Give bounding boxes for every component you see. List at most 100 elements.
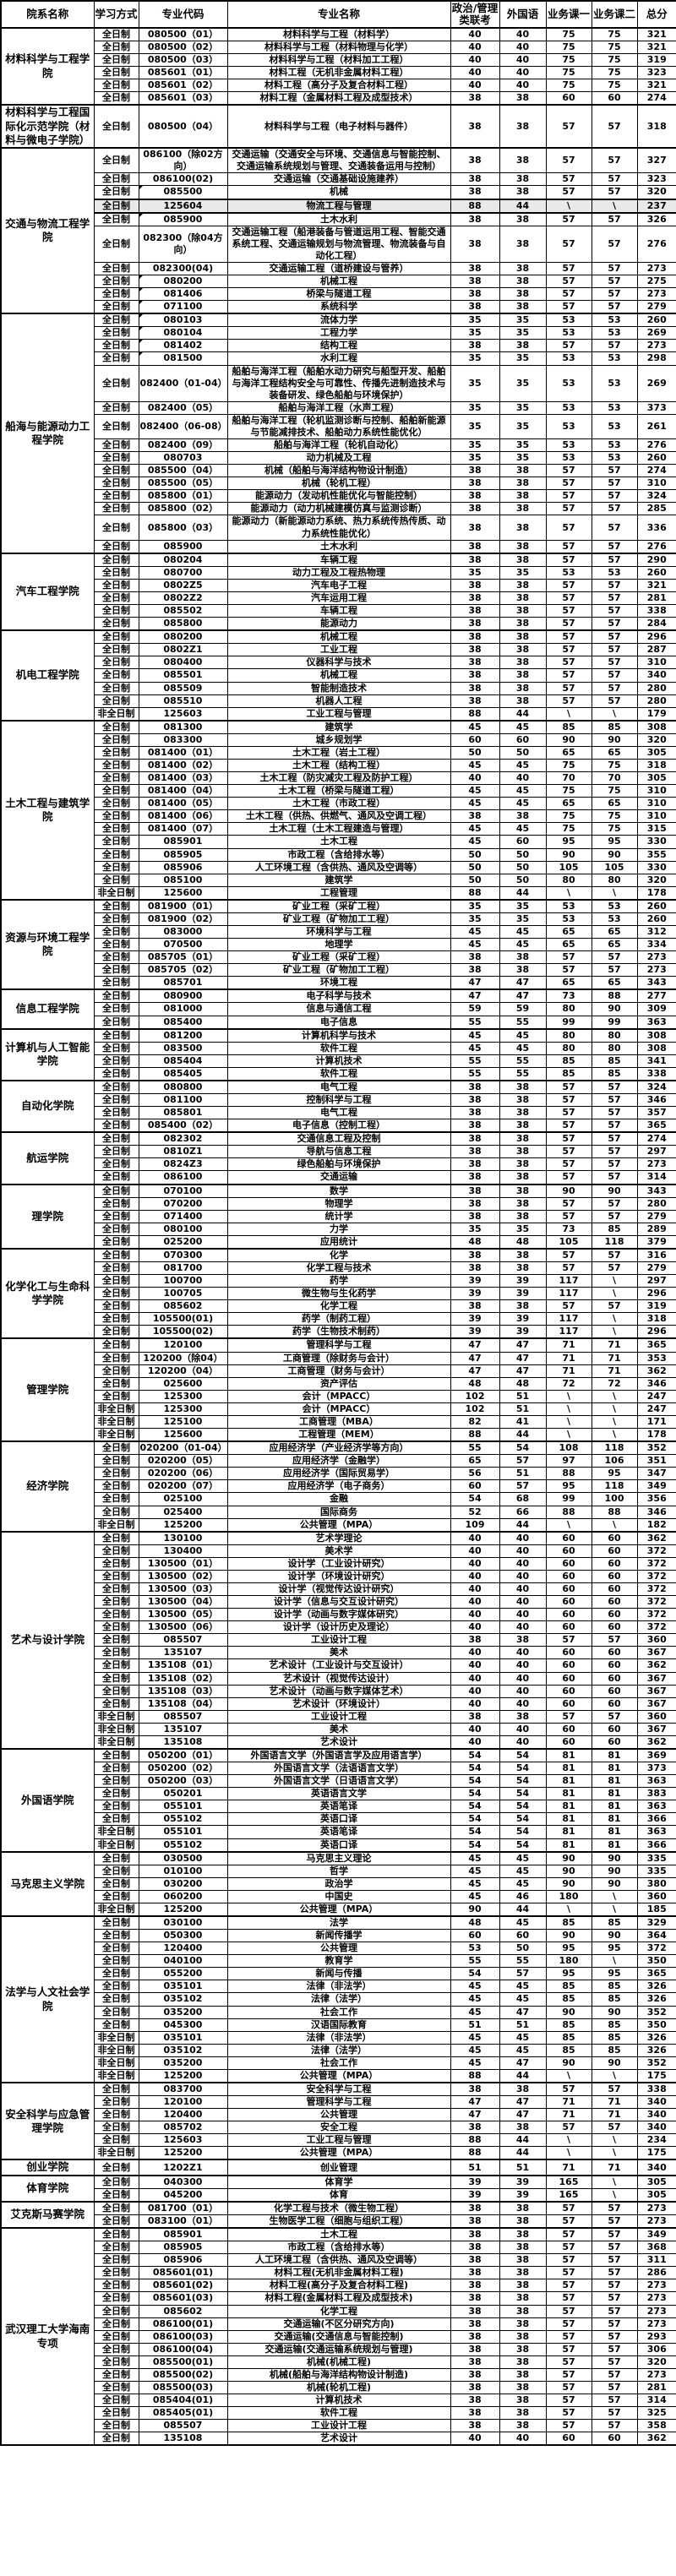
study-mode-cell: 全日制 [93,1337,139,1353]
course1-score-cell: 81 [545,1825,592,1839]
major-name-cell: 管理科学与工程 [226,2095,451,2110]
study-mode-cell: 全日制 [93,2187,139,2203]
course1-score-cell: 105 [545,860,592,874]
table-row: 全日制 085702 安全工程 38 38 57 57 340 [1,2121,676,2135]
course2-score-cell: 57 [591,1209,638,1223]
major-name-cell: 应用经济学（产业经济学等方向） [226,1440,451,1456]
major-name-cell: 统计学 [226,1209,451,1223]
major-name-cell: 美术 [226,1646,451,1660]
politics-score-cell: 38 [450,515,500,541]
foreign-language-score-cell: 38 [499,2200,547,2215]
table-row: 全日制 105500(02) 药学（生物技术制药） 39 39 117 \ 296 [1,1325,676,1339]
study-mode-cell: 全日制 [93,1915,139,1931]
course2-score-cell: 57 [591,591,638,606]
politics-score-cell: 50 [450,745,500,760]
major-name-cell: 流体力学 [226,313,451,328]
course2-score-cell: 57 [591,2200,638,2215]
major-name-cell: 英语口译 [226,1838,451,1853]
major-code-cell: 035102 [138,2043,228,2057]
course1-score-cell: 75 [545,784,592,798]
major-name-cell: 公共管理（MPA） [226,1902,451,1917]
course1-score-cell: 85 [545,1980,592,1994]
table-row: 管理学院 全日制 120100 管理科学与工程 47 47 71 71 365 [0,1337,676,1442]
course1-score-cell: 95 [545,835,592,849]
table-row: 全日制 085509 智能制造技术 38 38 57 57 280 [1,681,676,695]
study-mode-cell: 全日制 [93,2355,139,2369]
table-row: 全日制 135108（02） 艺术设计（视觉传达设计） 40 40 60 60 367 [1,1671,676,1686]
foreign-language-score-cell: 38 [499,656,547,670]
major-name-cell: 控制科学与工程 [226,1092,451,1108]
course2-score-cell: 81 [591,1787,638,1801]
major-code-cell: 085906 [138,2253,228,2268]
study-mode-cell: 非全日制 [93,2146,139,2160]
politics-score-cell: 38 [450,2200,500,2215]
total-score-cell: 305 [636,2187,676,2203]
foreign-language-score-cell: 44 [499,1428,547,1442]
foreign-language-score-cell: 55 [499,1066,547,1081]
major-code-cell: 0802Z2 [138,591,228,606]
college-name-cell: 外国语学院 [0,1747,95,1853]
major-code-cell: 085500(02) [138,2367,228,2382]
politics-score-cell: 35 [450,326,500,340]
course2-score-cell: 118 [591,1234,638,1250]
table-row: 全日制 050200（03） 外国语言文学（日语语言文学） 54 54 81 81 363 [1,1774,676,1789]
table-row: 全日制 085601（03） 材料工程（金属材料工程及成型技术） 38 38 60 60 27… [1,91,676,106]
major-name-cell: 环境工程 [226,976,451,990]
course2-score-cell: 71 [591,1337,638,1353]
table-row: 全日制 086100(01) 交通运输(不区分研究方向) 38 38 57 57 273 [1,2317,676,2331]
foreign-language-score-cell: 38 [499,1145,547,1159]
major-name-cell: 电子信息（控制工程） [226,1119,451,1133]
major-code-cell: 100700 [138,1274,228,1288]
foreign-language-score-cell: 38 [499,617,547,631]
major-name-cell: 化学 [226,1247,451,1263]
major-name-cell: 计算机技术 [226,2394,451,2408]
politics-score-cell: 38 [450,2380,500,2395]
politics-score-cell: 54 [450,1838,500,1853]
major-name-cell: 工程管理 [226,885,451,901]
course2-score-cell: 57 [591,2279,638,2293]
study-mode-cell: 全日制 [93,797,139,811]
study-mode-cell: 全日制 [93,2317,139,2331]
major-code-cell: 083700 [138,2082,228,2097]
politics-score-cell: 38 [450,1261,500,1276]
major-code-cell: 135108（03） [138,1684,228,1698]
study-mode-cell: 全日制 [93,2200,139,2215]
total-score-cell: 365 [636,1337,676,1353]
table-row: 非全日制 125300 会计（MPACC） 102 51 \ \ 247 [1,1402,676,1416]
table-row: 非全日制 125600 工程管理（MEM） 88 44 \ \ 178 [1,1428,676,1442]
course2-score-cell: 57 [591,1299,638,1314]
major-name-cell: 结构工程 [226,339,451,353]
header-foreign-language: 外国语 [499,0,547,29]
politics-score-cell: 35 [450,313,500,328]
major-code-cell: 0810Z1 [138,1145,228,1159]
total-score-cell: 340 [636,2121,676,2135]
table-row: 全日制 085507 工业设计工程 38 38 57 57 360 [1,1633,676,1647]
table-row: 全日制 080104 工程力学 35 35 53 53 269 [1,326,676,340]
major-code-cell: 085601(01) [138,2266,228,2280]
major-code-cell: 085507 [138,1709,228,1724]
total-score-cell: 247 [636,1389,676,1403]
major-code-cell: 083000 [138,924,228,939]
study-mode-cell: 全日制 [93,1041,139,1055]
table-row: 资源与环境工程学院 全日制 081900（01） 矿业工程（采矿工程） 35 35 53 53… [0,898,676,990]
major-name-cell: 机械工程 [226,629,451,645]
course1-score-cell: 85 [545,1915,592,1931]
foreign-language-score-cell: 47 [499,988,547,1004]
politics-score-cell: 40 [450,1569,500,1583]
foreign-language-score-cell: 45 [499,1027,547,1043]
politics-score-cell: 47 [450,1337,500,1353]
course1-score-cell: 57 [545,2367,592,2382]
course1-score-cell: 75 [545,758,592,773]
politics-score-cell: 45 [450,822,500,836]
study-mode-cell: 全日制 [93,364,139,402]
foreign-language-score-cell: 38 [499,2121,547,2135]
major-code-cell: 085602 [138,2304,228,2318]
foreign-language-score-cell: 35 [499,898,547,913]
total-score-cell: 383 [636,1787,676,1801]
major-name-cell: 机器人工程 [226,694,451,708]
foreign-language-score-cell: 38 [499,1183,547,1198]
course2-score-cell: \ [591,1889,638,1903]
course2-score-cell: 75 [591,27,638,42]
table-row: 全日制 120400 公共管理 47 47 71 71 340 [1,2108,676,2122]
foreign-language-score-cell: 40 [499,1671,547,1686]
